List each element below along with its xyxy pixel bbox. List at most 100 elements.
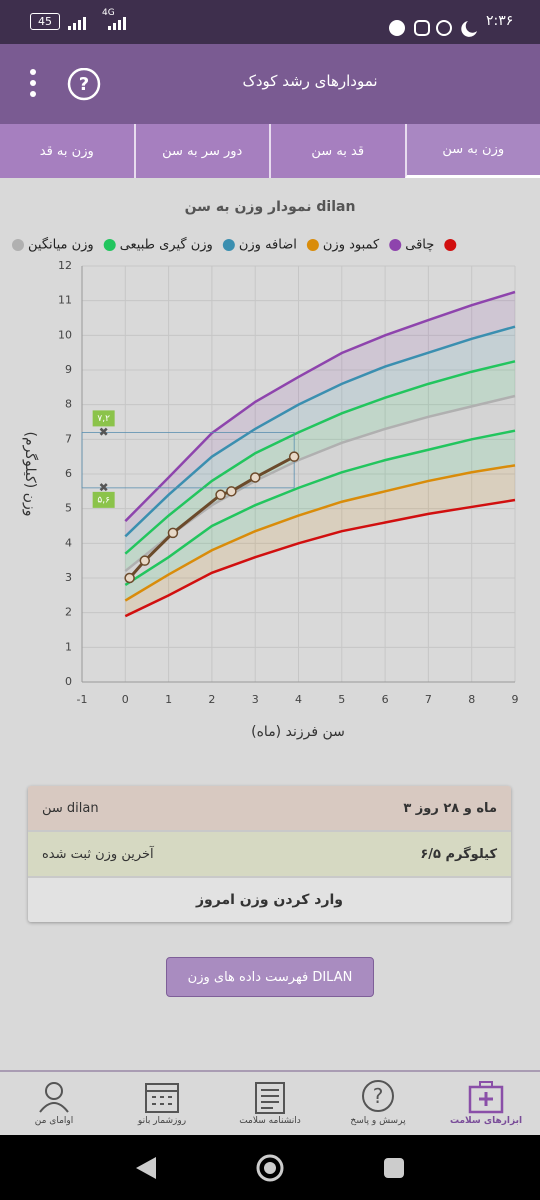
- legend-label: وزن میانگین: [28, 237, 94, 253]
- x-tick-label: 6: [382, 693, 389, 706]
- y-tick-label: 9: [65, 363, 72, 376]
- legend-dot: [389, 239, 402, 251]
- child-point: [139, 555, 151, 566]
- child-point: [124, 572, 135, 584]
- series-line: [124, 290, 516, 523]
- tab[interactable]: وزن به سن: [404, 124, 540, 178]
- y-tick-label: 1: [65, 640, 72, 653]
- range-cross: ✖: [99, 425, 109, 439]
- nav-icon: [468, 1081, 504, 1114]
- y-tick-label: 7: [65, 432, 72, 445]
- info-value: ۳ ماه و ۲۸ روز: [403, 800, 497, 816]
- app-bar: ? نمودارهای رشد کودک: [0, 44, 540, 124]
- series-line: [124, 325, 516, 538]
- y-tick-label: 0: [65, 675, 72, 688]
- y-tick-label: 12: [58, 259, 72, 272]
- band: [125, 361, 516, 572]
- x-tick-label: 8: [468, 693, 475, 706]
- x-tick-label: 7: [425, 693, 432, 706]
- svg-text:?: ?: [373, 1084, 384, 1108]
- x-tick-label: -1: [77, 693, 88, 706]
- range-label-bg: [92, 410, 115, 427]
- nav-label: روزشمار بانو: [137, 1116, 187, 1126]
- nav-icon: [145, 1083, 179, 1113]
- bottom-nav: اوامای من روزشمار بانو دانشنامه سلامت? پرسش…: [0, 1070, 540, 1137]
- status-icons: [389, 20, 477, 37]
- x-tick-label: 1: [165, 693, 172, 706]
- battery: 45: [30, 13, 60, 30]
- x-tick-label: 3: [252, 693, 259, 706]
- tab[interactable]: قد به سن: [269, 124, 405, 178]
- legend-dot: [306, 239, 319, 251]
- series-line: [124, 464, 516, 602]
- nav-label: ابزارهای سلامت: [449, 1116, 523, 1126]
- legend-dot: [103, 239, 116, 251]
- info-label: آخرین وزن ثبت شده: [42, 846, 154, 862]
- app-bar-icons: ?: [30, 68, 101, 101]
- series-line: [124, 360, 516, 555]
- nav-item[interactable]: اوامای من: [0, 1072, 108, 1137]
- legend-label: چاقی: [405, 238, 434, 253]
- range-cross: ✖: [99, 480, 109, 494]
- tab[interactable]: دور سر به سن: [133, 124, 270, 178]
- svg-text:?: ?: [79, 74, 89, 95]
- legend-dot: [444, 239, 457, 251]
- x-axis-label: سن فرزند (ماه): [251, 724, 345, 740]
- legend-label: اضافه وزن: [239, 238, 297, 253]
- clock: ۲:۳۶: [486, 13, 514, 29]
- range-label: ۷,۲: [97, 414, 110, 424]
- range-label-bg: [92, 491, 115, 508]
- network-type: 4G: [102, 8, 115, 18]
- band: [125, 465, 516, 617]
- app-title: نمودارهای رشد کودک: [242, 72, 378, 90]
- y-tick-label: 6: [65, 467, 72, 480]
- child-point: [249, 472, 261, 483]
- y-tick-label: 4: [65, 536, 72, 549]
- child-point: [167, 527, 179, 539]
- info-value: ۶/۵ کیلوگرم: [420, 846, 497, 862]
- nav-icon: [255, 1082, 285, 1114]
- series-line: [124, 429, 516, 586]
- y-tick-label: 10: [58, 328, 72, 341]
- nav-icon: ?: [362, 1080, 394, 1112]
- nav-item[interactable]: دانشنامه سلامت: [216, 1072, 324, 1137]
- x-tick-label: 0: [122, 693, 129, 706]
- series-line: [124, 498, 516, 618]
- band: [125, 292, 516, 537]
- band: [125, 430, 516, 601]
- info-row: آخرین وزن ثبت شده ۶/۵ کیلوگرم: [28, 832, 511, 878]
- nav-label: دانشنامه سلامت: [239, 1116, 301, 1126]
- nav-item[interactable]: روزشمار بانو: [108, 1072, 216, 1137]
- legend-dot: [222, 239, 235, 251]
- y-tick-label: 11: [58, 294, 72, 307]
- nav-item[interactable]: ? پرسش و پاسخ: [324, 1072, 432, 1137]
- growth-chart: نمودار وزن به سن dilan سن فرزند (ماه) وز…: [12, 199, 519, 740]
- signal-icons: [68, 17, 126, 30]
- info-label: سن dilan: [42, 800, 99, 816]
- tab-bar: وزن به قد دور سر به سن قد به سن وزن به سن: [0, 124, 540, 178]
- x-tick-label: 4: [295, 693, 302, 706]
- y-tick-label: 5: [65, 502, 72, 515]
- x-tick-label: 9: [512, 693, 519, 706]
- y-tick-label: 3: [65, 571, 72, 584]
- system-nav: [0, 1135, 540, 1200]
- y-axis-label: وزن (کیلوگرم): [22, 432, 39, 517]
- y-tick-label: 2: [65, 606, 72, 619]
- band: [125, 326, 516, 554]
- system-buttons: [136, 1154, 404, 1182]
- band: [125, 396, 516, 585]
- range-label: ۵,۶: [97, 495, 110, 505]
- chart-title: نمودار وزن به سن dilan: [185, 199, 356, 215]
- child-point: [288, 451, 300, 462]
- nav-icon: [39, 1082, 69, 1113]
- enter-weight-button[interactable]: وارد کردن وزن امروز: [28, 878, 511, 922]
- nav-item[interactable]: ابزارهای سلامت: [432, 1072, 540, 1137]
- info-card: سن dilan ۳ ماه و ۲۸ روز آخرین وزن ثبت شده ۶…: [28, 786, 511, 922]
- nav-label: اوامای من: [34, 1116, 74, 1126]
- info-row: سن dilan ۳ ماه و ۲۸ روز: [28, 786, 511, 832]
- child-point: [215, 489, 226, 501]
- tab[interactable]: وزن به قد: [39, 143, 94, 159]
- weight-list-button[interactable]: فهرست داده های وزن DILAN: [166, 957, 374, 997]
- nav-label: پرسش و پاسخ: [350, 1116, 406, 1126]
